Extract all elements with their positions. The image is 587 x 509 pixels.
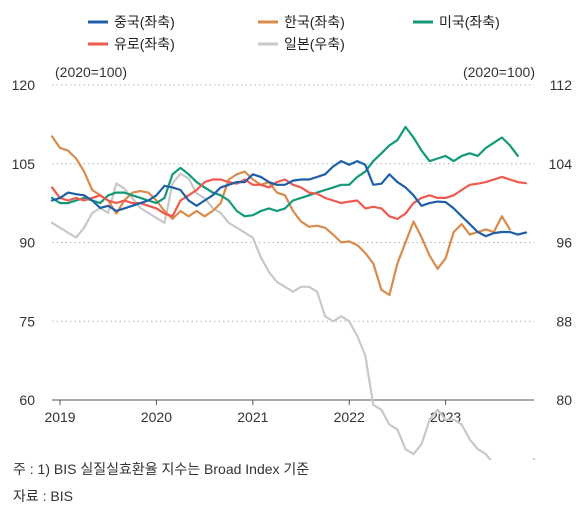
legend-label: 일본(우축) [284, 36, 345, 52]
left-tick-label: 105 [12, 156, 36, 172]
legend: 중국(좌축) 한국(좌축) 미국(좌축) 유로(좌축) 일본(우축) [88, 14, 500, 52]
left-axis-unit-label: (2020=100) [55, 64, 127, 80]
x-tick-label: 2019 [44, 409, 75, 425]
x-axis: 2019 2020 2021 2022 2023 [44, 399, 534, 425]
legend-item: 일본(우축) [258, 36, 345, 52]
source-note: 자료 : BIS [13, 488, 73, 504]
series-lines [50, 125, 536, 460]
legend-item: 한국(좌축) [258, 14, 345, 30]
right-tick-label: 104 [549, 156, 573, 172]
x-tick-label: 2020 [141, 409, 172, 425]
right-tick-label: 96 [556, 235, 572, 251]
right-tick-label: 88 [556, 313, 572, 329]
series-line [50, 125, 520, 218]
legend-item: 유로(좌축) [88, 36, 175, 52]
legend-label: 중국(좌축) [114, 14, 175, 30]
legend-label: 미국(좌축) [439, 14, 500, 30]
right-tick-label: 80 [556, 392, 572, 408]
legend-label: 한국(좌축) [284, 14, 345, 30]
footnote: 주 : 1) BIS 실질실효환율 지수는 Broad Index 기준 [13, 461, 310, 477]
right-axis-unit-label: (2020=100) [463, 64, 535, 80]
right-axis: 80 88 96 104 112 [549, 77, 573, 408]
left-tick-label: 60 [19, 392, 35, 408]
x-tick-label: 2023 [430, 409, 461, 425]
left-tick-label: 120 [12, 77, 36, 93]
series-line [50, 160, 528, 238]
series-line [50, 172, 536, 460]
x-tick-label: 2021 [237, 409, 268, 425]
legend-item: 미국(좌축) [413, 14, 500, 30]
right-tick-label: 112 [550, 77, 573, 93]
legend-label: 유로(좌축) [114, 36, 175, 52]
exchange-rate-chart: 중국(좌축) 한국(좌축) 미국(좌축) 유로(좌축) 일본(우축) (2020=100… [12, 14, 573, 460]
left-axis: 60 75 90 105 120 [12, 77, 36, 408]
left-tick-label: 90 [19, 235, 35, 251]
grid [52, 84, 534, 322]
left-tick-label: 75 [19, 313, 35, 329]
legend-item: 중국(좌축) [88, 14, 175, 30]
x-tick-label: 2022 [334, 409, 365, 425]
series-line [50, 135, 511, 297]
